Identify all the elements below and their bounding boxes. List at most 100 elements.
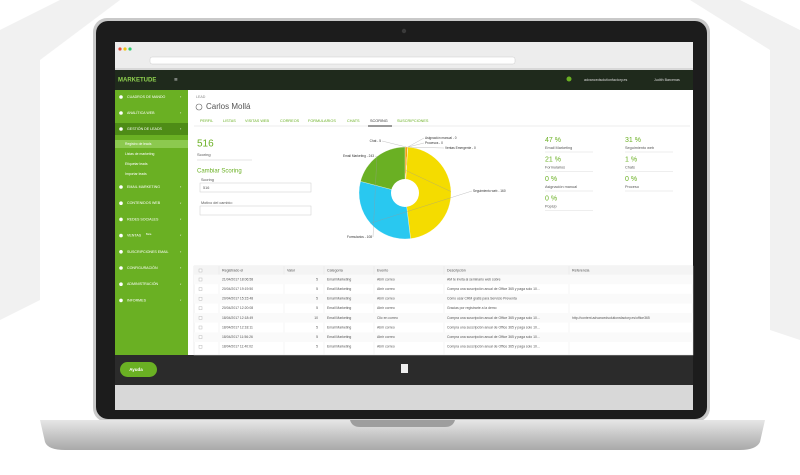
logo: MARKETUDE bbox=[118, 78, 156, 84]
menu-item[interactable]: INFORMES bbox=[127, 298, 147, 302]
table-cell: 5 bbox=[316, 297, 318, 301]
backdrop bbox=[0, 0, 120, 320]
menu-chevron: ‹ bbox=[180, 249, 182, 254]
table-cell: 18/04/2017 12:18:11 bbox=[222, 325, 253, 329]
checkbox[interactable] bbox=[198, 345, 203, 349]
window-button[interactable] bbox=[118, 47, 122, 51]
stat-label: Seguimiento web bbox=[625, 146, 654, 150]
checkbox[interactable] bbox=[198, 287, 203, 291]
table-cell: Compra una suscripción anual de Office 3… bbox=[447, 287, 540, 291]
address-bar[interactable] bbox=[149, 56, 516, 65]
submenu-item[interactable]: Registro de leads bbox=[125, 142, 152, 146]
menu-icon bbox=[119, 201, 123, 205]
menu-active bbox=[115, 123, 188, 135]
submenu-item[interactable]: Importar leads bbox=[125, 172, 147, 176]
menu-chevron: ‹ bbox=[180, 265, 182, 270]
scoring-input-value[interactable]: 516 bbox=[203, 186, 209, 190]
menu-item[interactable]: VENTAS bbox=[127, 234, 142, 238]
tab[interactable]: PERFIL bbox=[200, 119, 213, 123]
table-header-cell: Categoría bbox=[327, 268, 343, 272]
menu-chevron: ‹ bbox=[180, 281, 182, 286]
table-cell: 20/04/2017 15:15:48 bbox=[222, 297, 253, 301]
checkbox[interactable] bbox=[198, 277, 203, 282]
table-cell: Abrir correo bbox=[377, 287, 395, 291]
table-cell: Email Marketing bbox=[327, 345, 351, 349]
menu-icon bbox=[119, 250, 123, 254]
menu-icon[interactable]: ≡ bbox=[174, 78, 178, 84]
reason-input[interactable] bbox=[199, 205, 312, 216]
tab[interactable]: CHATS bbox=[347, 119, 360, 123]
menu-icon bbox=[119, 95, 123, 99]
menu-icon bbox=[119, 127, 123, 131]
stat-label: Proceso bbox=[625, 185, 639, 189]
pie-leader bbox=[372, 156, 378, 238]
pie-label: Asignación manual - 0 bbox=[425, 136, 457, 140]
submenu-item[interactable]: Listas de marketing bbox=[125, 152, 155, 156]
pie-leader bbox=[407, 137, 425, 148]
tab[interactable]: SUSCRIPCIONES bbox=[397, 119, 429, 123]
table-cell: 18/04/2017 12:18:49 bbox=[222, 316, 253, 320]
table-cell: Compra una suscripción anual de Office 3… bbox=[447, 335, 540, 339]
score: 516 bbox=[197, 139, 214, 150]
tab[interactable]: SCORING bbox=[370, 119, 388, 123]
checkbox[interactable] bbox=[198, 316, 203, 320]
table-cell: Abrir correo bbox=[377, 325, 395, 329]
menu-chevron: ‹ bbox=[180, 233, 182, 238]
row-stripe bbox=[194, 274, 693, 285]
status-icon bbox=[566, 76, 572, 82]
checkbox[interactable] bbox=[198, 306, 203, 310]
user[interactable]: Judith Barcenas bbox=[654, 78, 680, 82]
menu-item[interactable]: ANALÍTICA WEB bbox=[127, 111, 155, 115]
menu-item[interactable]: CONFIGURACIÓN bbox=[127, 265, 158, 270]
table-cell: 5 bbox=[316, 335, 318, 339]
pie-leader bbox=[407, 142, 425, 148]
stat-value: 0 % bbox=[545, 176, 557, 183]
table-cell: 5 bbox=[316, 277, 318, 281]
tab[interactable]: CORREOS bbox=[280, 119, 300, 123]
menu-item[interactable]: EMAIL MARKETING bbox=[127, 185, 160, 189]
tab[interactable]: LISTAS bbox=[223, 119, 236, 123]
table-cell: Compra una suscripción anual de Office 3… bbox=[447, 325, 540, 329]
table-cell: 18/04/2017 11:40:02 bbox=[222, 345, 253, 349]
menu-item[interactable]: ADMINISTRACIÓN bbox=[127, 281, 159, 286]
camera bbox=[401, 28, 407, 34]
submenu-item[interactable]: Etiquetar leads bbox=[125, 162, 148, 166]
stat-label: PopUp bbox=[545, 205, 557, 209]
menu-item[interactable]: SUSCRIPCIONES EMAIL bbox=[127, 250, 169, 254]
tab[interactable]: FORMULARIOS bbox=[308, 119, 336, 123]
menu-item[interactable]: GESTIÓN DE LEADS bbox=[127, 126, 163, 131]
change-title: Cambiar Scoring bbox=[197, 169, 242, 175]
table-cell: Compra una suscripción anual de Office 3… bbox=[447, 316, 540, 320]
table-cell: 10 bbox=[314, 316, 318, 320]
account[interactable]: advancedsolutionfactory.es bbox=[584, 78, 627, 82]
table-cell: AM te invita al seminario web sobre bbox=[447, 277, 501, 281]
tab[interactable]: VISITAS WEB bbox=[245, 119, 269, 123]
back-button[interactable] bbox=[195, 103, 203, 111]
stat-label: Asignación manual bbox=[545, 185, 577, 189]
menu-chevron: ‹ bbox=[180, 297, 182, 302]
menu-item[interactable]: CUADROS DE MANDO bbox=[127, 95, 166, 99]
checkbox[interactable] bbox=[198, 335, 203, 339]
table-cell: Abrir correo bbox=[377, 306, 395, 310]
checkbox[interactable] bbox=[198, 325, 203, 330]
window-button[interactable] bbox=[128, 47, 132, 51]
checkbox[interactable] bbox=[198, 297, 203, 301]
menu-chevron: ‹ bbox=[180, 216, 182, 221]
scoring-input[interactable] bbox=[199, 182, 312, 193]
table-cell: Cómo usar CRM gratis para Servicio Preve… bbox=[447, 297, 517, 301]
stat-value: 0 % bbox=[545, 195, 557, 202]
pie-leader bbox=[381, 140, 407, 148]
submenu-active bbox=[115, 140, 188, 148]
help-button[interactable] bbox=[120, 362, 157, 377]
table-cell: 5 bbox=[316, 345, 318, 349]
window-button[interactable] bbox=[123, 47, 127, 51]
menu-icon bbox=[119, 217, 123, 222]
table-header-cell: Referencia bbox=[572, 268, 589, 272]
checkbox[interactable] bbox=[198, 268, 203, 273]
menu-item[interactable]: REDES SOCIALES bbox=[127, 217, 159, 221]
table-cell: 5 bbox=[316, 287, 318, 291]
help-label[interactable]: Ayuda bbox=[129, 367, 143, 372]
menu-chevron: ‹ bbox=[180, 184, 182, 189]
table-cell: Clic en correo bbox=[377, 316, 398, 320]
menu-item[interactable]: CONTENIDOS WEB bbox=[127, 201, 161, 205]
